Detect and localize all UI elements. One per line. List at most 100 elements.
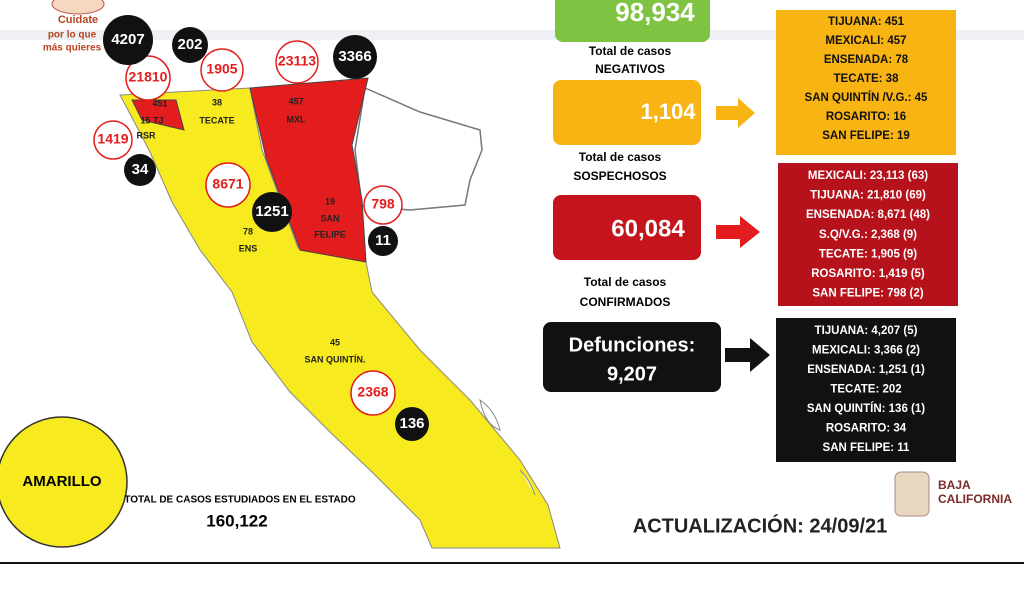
total-value: 160,122 [206,511,267,530]
region-label: SAN QUINTÍN. [304,354,365,364]
status-label: AMARILLO [22,473,101,490]
logo-text: CALIFORNIA [938,492,1012,506]
total-label: TOTAL DE CASOS ESTUDIADOS EN EL ESTADO [124,495,356,506]
region-label: 15 TJ [140,115,163,125]
death-circle [103,15,153,65]
case-circle [275,40,319,84]
state-emblem [894,471,930,517]
region-label: 78 [243,226,253,236]
death-circle [395,407,429,441]
bottom-rule [0,562,1024,564]
region-label: TECATE [199,115,234,125]
label: CONFIRMADOS [580,295,671,309]
map-labels: 21810 1905 23113 1419 8671 798 2368 4207 202 3366… [93,15,429,441]
region-label: 451 [152,98,167,108]
case-count: 8671 [212,176,243,192]
list-item: SAN QUINTÍN: 136 (1) [807,402,925,415]
arrow [716,98,755,128]
death-count: 11 [375,232,391,249]
list-item: TECATE: 38 [834,73,900,85]
confirmados-list-box [778,163,958,306]
sospechosos-value: 1,104 [640,99,696,124]
list-item: TIJUANA: 4,207 (5) [815,325,918,337]
case-count: 21810 [129,69,168,85]
region-label: ENS [239,243,258,253]
list-item: ROSARITO: 34 [826,423,907,435]
case-circle [363,185,403,225]
region-label: FELIPE [314,229,346,239]
list-item: TIJUANA: 21,810 (69) [810,190,926,202]
label: Total de casos [579,150,662,164]
list-item: TECATE: 202 [830,384,901,396]
label: NEGATIVOS [595,62,665,76]
label: Total de casos [589,44,672,58]
region-label: RSR [136,130,156,140]
death-count: 202 [177,36,202,53]
list-item: S.Q/V.G.: 2,368 (9) [819,229,917,241]
death-circle [368,226,398,256]
region-label: 38 [212,97,222,107]
sospechosos-box [553,80,701,145]
tijuana-red [131,99,185,131]
list-item: SAN FELIPE: 19 [822,130,910,142]
label: SOSPECHOSOS [573,169,666,183]
update-date: ACTUALIZACIÓN: 24/09/21 [633,513,888,537]
list-item: SAN FELIPE: 798 (2) [812,288,923,300]
case-count: 1905 [206,61,237,77]
region-label: MXL [287,114,307,124]
arrow [725,338,770,372]
region-label: 45 [330,337,340,347]
mexicali-red [249,77,369,263]
confirmados-box [553,195,701,260]
death-circle [252,192,292,232]
case-circle [125,55,171,101]
arrow [716,216,760,248]
case-count: 2368 [357,384,388,400]
confirmados-value: 60,084 [611,215,685,242]
death-count: 1251 [255,203,288,220]
list-item: ROSARITO: 16 [826,111,906,123]
case-count: 1419 [97,131,128,147]
logo-text: por lo que [48,30,97,41]
case-count: 798 [371,196,395,212]
region-label: 19 [325,196,335,206]
death-count: 136 [399,415,424,432]
case-count: 23113 [278,53,316,69]
defunciones-list-box [776,318,956,462]
defunciones-box [543,322,721,392]
death-circle [333,35,377,79]
death-circle [172,27,208,63]
list-item: SAN FELIPE: 11 [823,442,911,454]
region-label: SAN [320,213,339,223]
status-circle [0,416,128,548]
defunciones-title: Defunciones: [569,334,696,356]
list-item: MEXICALI: 3,366 (2) [812,345,920,357]
negativos-value: 98,934 [615,0,695,27]
logo-shape [51,0,105,15]
top-band [0,30,1024,40]
logo-text: Cuidate [58,14,98,26]
negativos-box [555,0,710,42]
case-circle [200,48,244,92]
list-item: ROSARITO: 1,419 (5) [811,268,925,280]
sospechosos-list-box [776,10,956,155]
case-circle [205,162,251,208]
logo-text: más quieres [43,43,102,54]
list-item: TIJUANA: 451 [828,16,905,28]
list-item: ENSENADA: 8,671 (48) [806,209,930,221]
case-circle [350,370,396,416]
death-count: 34 [132,161,149,178]
death-circle [124,154,156,186]
death-count: 3366 [338,48,371,65]
label: Total de casos [584,275,667,289]
death-count: 4207 [111,31,144,48]
lists: TIJUANA: 451 MEXICALI: 457 ENSENADA: 78 TEC… [805,16,931,454]
list-item: SAN QUINTÍN /V.G.: 45 [805,91,929,104]
defunciones-value: 9,207 [607,363,657,385]
list-item: MEXICALI: 23,113 (63) [808,170,928,182]
list-item: MEXICALI: 457 [825,35,906,47]
coast-island [479,398,536,496]
region-label: 457 [288,96,303,106]
